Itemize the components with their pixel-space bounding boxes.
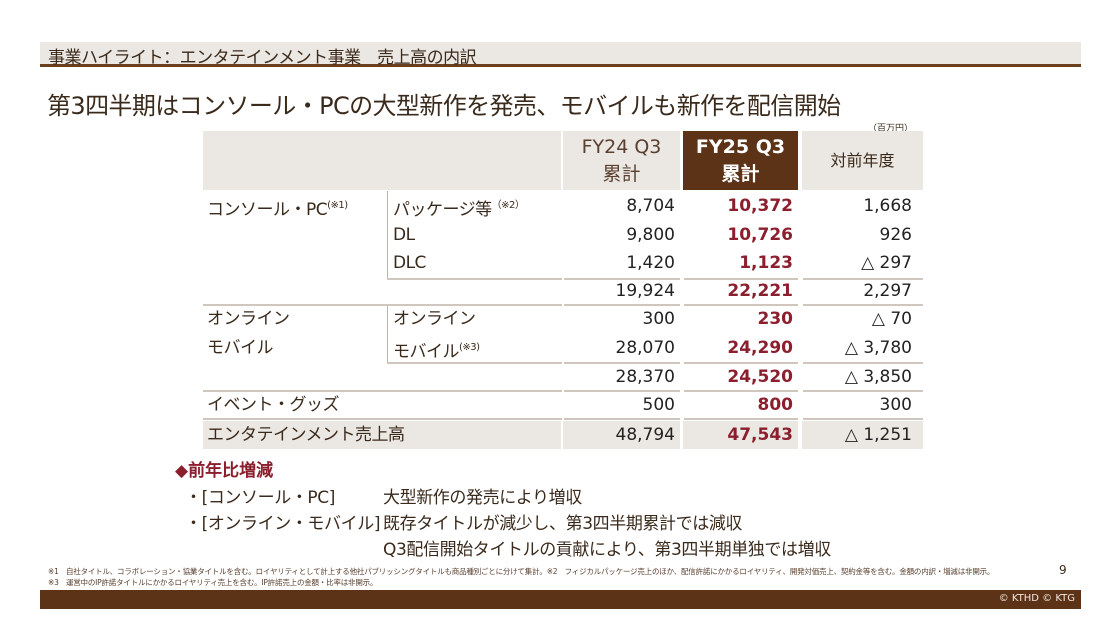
yoy-item-text: 既存タイトルが減少し、第3四半期累計では減収 — [383, 514, 743, 534]
fy24-subtotal: 19,924 — [615, 281, 675, 301]
copyright: © KTHD © KTG — [998, 593, 1075, 604]
fy25-value: 24,290 — [727, 338, 793, 358]
fy25-value: 800 — [757, 395, 794, 415]
yoy-subtotal: △ 3,850 — [844, 367, 912, 387]
fy24-subtotal: 28,370 — [615, 367, 675, 387]
yoy-value: 300 — [879, 395, 912, 415]
yoy-item-text: 大型新作の発売により増収 — [383, 488, 582, 508]
sub-package: パッケージ等（※2） — [393, 192, 525, 220]
category-console-pc: コンソール・PC(※1) — [207, 192, 348, 220]
footnote-ref-3: (※3) — [459, 342, 480, 353]
column-header-fy25-line2: 累計 — [721, 163, 760, 185]
section-header-title: 事業ハイライト：エンタテインメント事業 売上高の内訳 — [48, 48, 477, 68]
table-header-blank — [203, 131, 561, 190]
row-divider — [564, 278, 680, 280]
category-event-goods: イベント・グッズ — [207, 395, 340, 415]
fy25-subtotal: 24,520 — [727, 367, 793, 387]
fy24-value: 1,420 — [626, 253, 675, 273]
row-divider — [803, 278, 923, 280]
sub-column-divider — [387, 191, 388, 279]
yoy-value: △ 297 — [861, 253, 912, 273]
yoy-value: 1,668 — [863, 196, 912, 216]
sub-column-divider — [387, 305, 388, 363]
fy24-total: 48,794 — [615, 425, 675, 445]
row-divider — [564, 362, 680, 364]
column-header-fy24-line2: 累計 — [602, 163, 641, 185]
row-divider — [203, 390, 562, 392]
row-divider — [684, 304, 798, 306]
category-console-pc-label: コンソール・PC — [207, 200, 328, 220]
row-divider — [684, 278, 798, 280]
sub-online: オンライン — [393, 309, 476, 329]
total-row-bg-fy24 — [563, 421, 680, 449]
footnote-1-2: ※1 自社タイトル、コラボレーション・協業タイトルを含む。ロイヤリティとして計上… — [48, 567, 995, 576]
fy25-value: 1,123 — [739, 253, 793, 273]
category-mobile: モバイル — [207, 338, 274, 358]
row-divider — [387, 278, 562, 280]
yoy-value: △ 3,780 — [844, 338, 912, 358]
page-number: 9 — [1059, 563, 1067, 577]
fy24-value: 28,070 — [615, 338, 675, 358]
page-title: 第3四半期はコンソール・PCの大型新作を発売、モバイルも新作を配信開始 — [47, 92, 841, 120]
yoy-item-label: ・[オンライン・モバイル] — [185, 514, 381, 534]
category-online: オンライン — [207, 309, 290, 329]
row-divider — [803, 304, 923, 306]
footnote-ref-2: （※2） — [491, 200, 525, 211]
yoy-value: △ 70 — [871, 309, 912, 329]
yoy-total: △ 1,251 — [844, 425, 912, 445]
row-divider — [564, 304, 680, 306]
fy24-value: 9,800 — [626, 225, 675, 245]
yoy-item-label: ・[コンソール・PC] — [185, 488, 335, 508]
section-header-bar: 事業ハイライト：エンタテインメント事業 売上高の内訳 — [40, 42, 1081, 68]
row-divider — [203, 304, 562, 306]
fy24-value: 500 — [642, 395, 675, 415]
category-total: エンタテインメント売上高 — [207, 425, 405, 445]
fy25-value: 10,372 — [727, 196, 793, 216]
sub-dlc: DLC — [393, 253, 426, 273]
row-divider — [684, 418, 798, 420]
sub-mobile-label: モバイル — [393, 342, 460, 362]
total-row-bg — [203, 421, 561, 449]
fy24-value: 8,704 — [626, 196, 675, 216]
yoy-item-text: Q3配信開始タイトルの貢献により、第3四半期単独では増収 — [383, 540, 831, 560]
total-row-bg-fy25 — [683, 421, 798, 449]
row-divider — [684, 390, 798, 392]
sub-package-label: パッケージ等 — [393, 200, 492, 220]
column-header-yoy-label: 対前年度 — [830, 151, 895, 170]
fy25-subtotal: 22,221 — [727, 281, 793, 301]
fy25-value: 230 — [757, 309, 794, 329]
row-divider — [564, 390, 680, 392]
row-divider — [387, 362, 562, 364]
unit-label: （百万円） — [868, 124, 914, 134]
fy24-value: 300 — [642, 309, 675, 329]
row-divider — [684, 362, 798, 364]
row-divider — [203, 418, 562, 420]
footnote-ref-1: (※1) — [327, 200, 348, 211]
row-divider — [803, 362, 923, 364]
row-divider — [803, 390, 923, 392]
sub-mobile: モバイル(※3) — [393, 334, 480, 362]
column-header-fy25: FY25 Q3 累計 — [683, 131, 798, 190]
yoy-value: 926 — [879, 225, 912, 245]
row-divider — [564, 418, 680, 420]
column-header-yoy: 対前年度 — [802, 131, 923, 190]
total-row-bg-yoy — [802, 421, 923, 449]
yoy-subtotal: 2,297 — [863, 281, 912, 301]
column-header-fy24-line1: FY24 Q3 — [581, 136, 662, 158]
column-header-fy24: FY24 Q3 累計 — [563, 131, 680, 190]
footer-bar: © KTHD © KTG — [40, 590, 1081, 609]
fy25-value: 10,726 — [727, 225, 793, 245]
yoy-section-title: ◆前年比増減 — [175, 461, 274, 481]
sub-dl: DL — [393, 225, 415, 245]
column-header-fy25-line1: FY25 Q3 — [695, 136, 786, 158]
footnote-3: ※3 運営中のIP許諾タイトルにかかるロイヤリティ売上を含む。IP許諾売上の金額… — [48, 578, 378, 587]
fy25-total: 47,543 — [727, 425, 793, 445]
row-divider — [803, 418, 923, 420]
